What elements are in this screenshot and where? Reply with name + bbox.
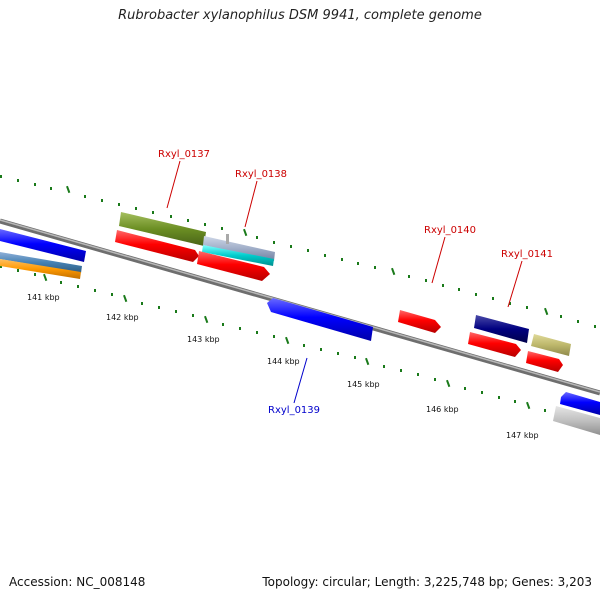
gene-rxyl-0141[interactable]: [468, 332, 521, 357]
outer-tick-track: [0, 175, 596, 328]
small-grey-tick: [226, 234, 229, 244]
gene-rxyl-0137[interactable]: [115, 230, 199, 262]
genome-summary-text: Topology: circular; Length: 3,225,748 bp…: [262, 575, 592, 589]
kbp-label-141: 141 kbp: [27, 293, 60, 302]
gene-rxyl-0138[interactable]: [197, 251, 270, 281]
gene-cyan[interactable]: [202, 245, 274, 266]
gene-red-right[interactable]: [526, 351, 563, 372]
gene-blue-right[interactable]: [560, 392, 600, 415]
label-leaders: [166, 160, 523, 404]
gene-label-rxyl-0140: Rxyl_0140: [424, 225, 476, 236]
kbp-label-143: 143 kbp: [187, 335, 220, 344]
kbp-label-147: 147 kbp: [506, 431, 539, 440]
gene-olive[interactable]: [119, 212, 206, 246]
kbp-label-146: 146 kbp: [426, 405, 459, 414]
kbp-label-142: 142 kbp: [106, 313, 139, 322]
gene-label-rxyl-0138: Rxyl_0138: [235, 169, 287, 180]
map-title: Rubrobacter xylanophilus DSM 9941, compl…: [118, 8, 482, 23]
gene-rxyl-0140[interactable]: [398, 310, 441, 333]
gene-khaki[interactable]: [531, 334, 571, 356]
gene-label-rxyl-0141: Rxyl_0141: [501, 249, 553, 260]
gene-label-rxyl-0139: Rxyl_0139: [268, 405, 320, 416]
gene-grey-right[interactable]: [553, 406, 600, 435]
kbp-label-145: 145 kbp: [347, 380, 380, 389]
gene-orange-left[interactable]: [0, 259, 81, 279]
inner-tick-track: [0, 265, 546, 412]
gene-label-rxyl-0137: Rxyl_0137: [158, 149, 210, 160]
kbp-label-144: 144 kbp: [267, 357, 300, 366]
accession-text: Accession: NC_008148: [9, 575, 146, 589]
gene-lightsteel[interactable]: [203, 236, 275, 261]
gene-blue-left[interactable]: [0, 229, 86, 262]
gene-steelblue-left[interactable]: [0, 252, 82, 273]
gene-navy[interactable]: [474, 315, 529, 343]
gene-rxyl-0139[interactable]: [267, 298, 373, 341]
